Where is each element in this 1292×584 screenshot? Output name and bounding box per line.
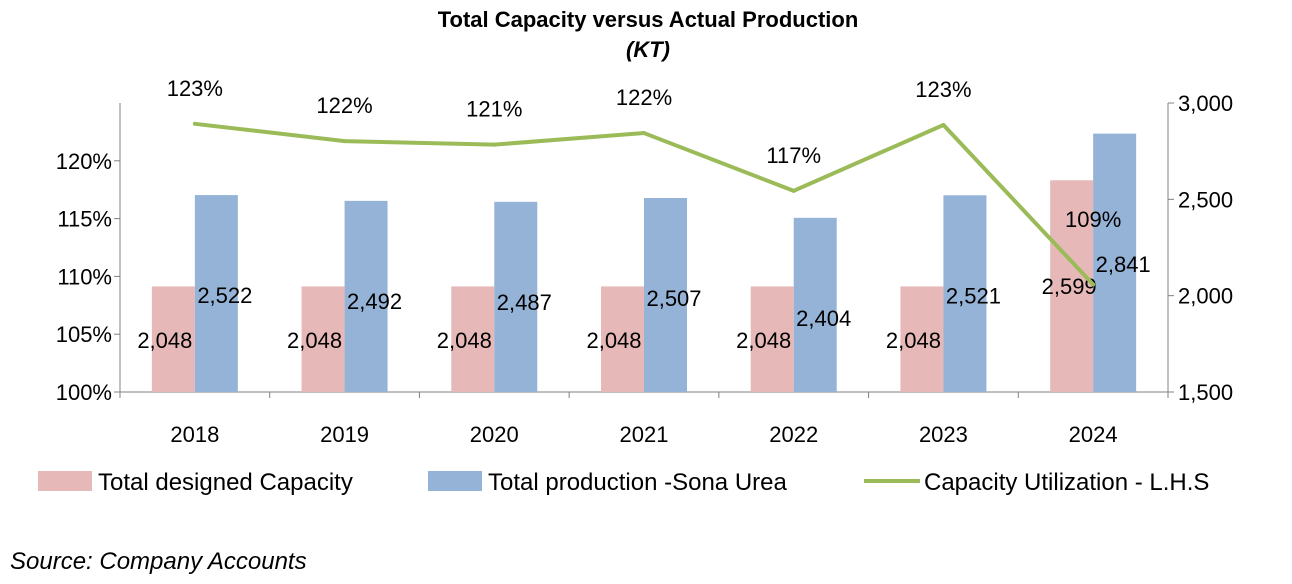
x-axis-tick-label: 2024 — [1069, 422, 1118, 447]
utilization-data-label: 123% — [167, 76, 223, 101]
capacity-bar — [750, 286, 794, 392]
capacity-data-label: 2,048 — [736, 328, 791, 353]
utilization-data-label: 121% — [466, 97, 522, 122]
x-axis-tick-label: 2020 — [470, 422, 519, 447]
left-axis-tick-label: 115% — [57, 207, 112, 232]
production-data-label: 2,487 — [497, 290, 552, 315]
utilization-point — [941, 122, 946, 127]
left-axis-tick-label: 105% — [56, 322, 112, 347]
utilization-data-label: 122% — [316, 93, 372, 118]
utilization-data-label: 122% — [616, 85, 672, 110]
utilization-point — [1091, 282, 1096, 287]
utilization-data-label: 123% — [915, 77, 971, 102]
utilization-data-label: 109% — [1065, 207, 1121, 232]
capacity-bar — [900, 286, 944, 392]
capacity-data-label: 2,048 — [437, 328, 492, 353]
production-data-label: 2,841 — [1096, 252, 1151, 277]
x-axis-tick-label: 2023 — [919, 422, 968, 447]
capacity-data-label: 2,048 — [287, 328, 342, 353]
source-note: Source: Company Accounts — [10, 548, 307, 575]
production-bar — [494, 201, 538, 392]
chart-subtitle: (KT) — [626, 37, 670, 62]
capacity-data-label: 2,048 — [137, 328, 192, 353]
left-axis-tick-label: 120% — [56, 149, 112, 174]
legend-utilization-label: Capacity Utilization - L.H.S — [924, 469, 1209, 496]
legend-production-label: Total production -Sona Urea — [488, 469, 787, 496]
x-axis-tick-label: 2018 — [170, 422, 219, 447]
utilization-data-label: 117% — [766, 143, 821, 168]
capacity-bar — [301, 286, 345, 392]
capacity-bar — [1050, 180, 1094, 392]
production-bar — [644, 197, 687, 392]
production-bar — [194, 195, 238, 392]
right-axis-tick-label: 3,000 — [1178, 91, 1233, 116]
chart-title: Total Capacity versus Actual Production — [438, 7, 859, 32]
plot-area: 100% 105% 110% 115% 120% 1,500 2,000 2,500 3,000… — [56, 76, 1233, 447]
capacity-bar — [451, 286, 495, 392]
production-data-label: 2,507 — [646, 286, 701, 311]
capacity-bar — [601, 286, 644, 392]
legend: Total designed Capacity Total production … — [38, 469, 1209, 496]
right-axis-tick-label: 1,500 — [1178, 380, 1233, 405]
utilization-point — [791, 188, 796, 193]
capacity-bar — [151, 286, 195, 392]
legend-capacity-swatch — [38, 471, 92, 491]
right-axis-tick-label: 2,000 — [1178, 284, 1233, 309]
x-axis-tick-label: 2019 — [320, 422, 369, 447]
utilization-point — [342, 139, 347, 144]
production-bar — [943, 195, 987, 392]
x-axis-tick-label: 2022 — [769, 422, 818, 447]
production-bar — [793, 217, 837, 392]
left-axis-tick-label: 110% — [57, 264, 112, 289]
production-data-label: 2,521 — [946, 283, 1001, 308]
production-data-label: 2,522 — [197, 283, 252, 308]
capacity-data-label: 2,048 — [886, 328, 941, 353]
production-bar — [344, 200, 388, 392]
legend-production-swatch — [428, 471, 482, 491]
capacity-data-label: 2,048 — [586, 328, 641, 353]
production-data-label: 2,492 — [347, 289, 402, 314]
production-bar — [1093, 133, 1137, 392]
x-axis-tick-label: 2021 — [620, 422, 669, 447]
legend-capacity-label: Total designed Capacity — [98, 469, 353, 496]
right-axis-tick-label: 2,500 — [1178, 187, 1233, 212]
utilization-point — [492, 142, 497, 147]
production-data-label: 2,404 — [796, 306, 851, 331]
utilization-point — [642, 131, 646, 136]
utilization-point — [192, 121, 197, 126]
chart-svg: Total Capacity versus Actual Production … — [38, 7, 1233, 496]
left-axis-tick-label: 100% — [56, 380, 112, 405]
